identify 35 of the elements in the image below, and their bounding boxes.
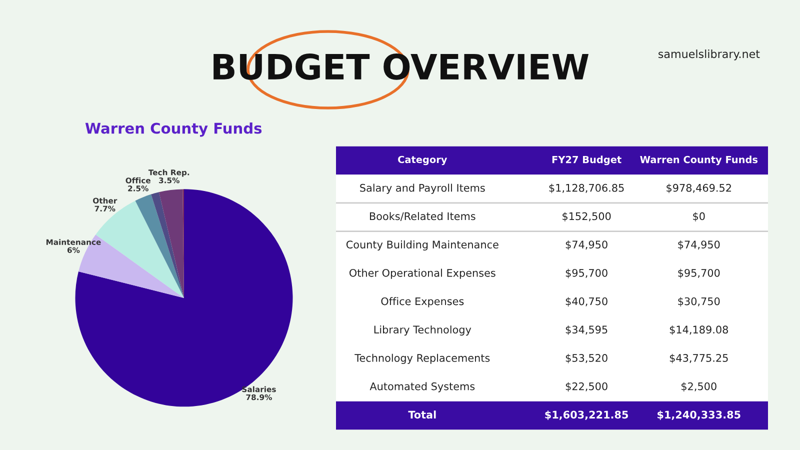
text: $0 — [693, 212, 705, 222]
text: $53,520 — [566, 354, 608, 364]
text: $34,595 — [566, 325, 608, 335]
pie-slice — [158, 189, 184, 298]
text: $1,603,221.85 — [545, 410, 628, 420]
text: $2,500 — [682, 382, 716, 392]
text: $43,775.25 — [670, 354, 728, 364]
text: County Building Maintenance — [346, 240, 498, 251]
text: $95,700 — [566, 268, 608, 278]
text: Technology Replacements — [354, 354, 490, 364]
text: $1,240,333.85 — [658, 410, 740, 420]
text: $22,500 — [566, 382, 608, 392]
text: $978,469.52 — [666, 184, 731, 194]
text: $74,950 — [566, 240, 608, 250]
text: Other Operational Expenses — [350, 268, 496, 279]
text: Library Technology — [374, 325, 472, 336]
text: Automated Systems — [370, 382, 475, 392]
text: $152,500 — [562, 212, 611, 222]
pie-slice — [135, 194, 184, 298]
chart-subtitle: Warren County Funds — [85, 122, 262, 137]
text: Office Expenses — [381, 297, 464, 308]
category-label: Category — [398, 156, 448, 166]
text: $30,750 — [678, 297, 720, 307]
category-label: Warren County Funds — [640, 156, 758, 166]
text: $74,950 — [678, 240, 720, 250]
text: Total — [408, 410, 436, 419]
pie-slice — [151, 192, 184, 298]
text: $40,750 — [566, 297, 608, 307]
text: $14,189.08 — [670, 325, 728, 335]
text: $1,128,706.85 — [549, 184, 624, 194]
category-label: FY27 Budget — [552, 156, 622, 166]
text: samuelslibrary.net — [658, 50, 760, 60]
text: Salary and Payroll Items — [360, 184, 485, 194]
text: $95,700 — [678, 268, 720, 278]
text: Books/Related Items — [370, 212, 476, 221]
